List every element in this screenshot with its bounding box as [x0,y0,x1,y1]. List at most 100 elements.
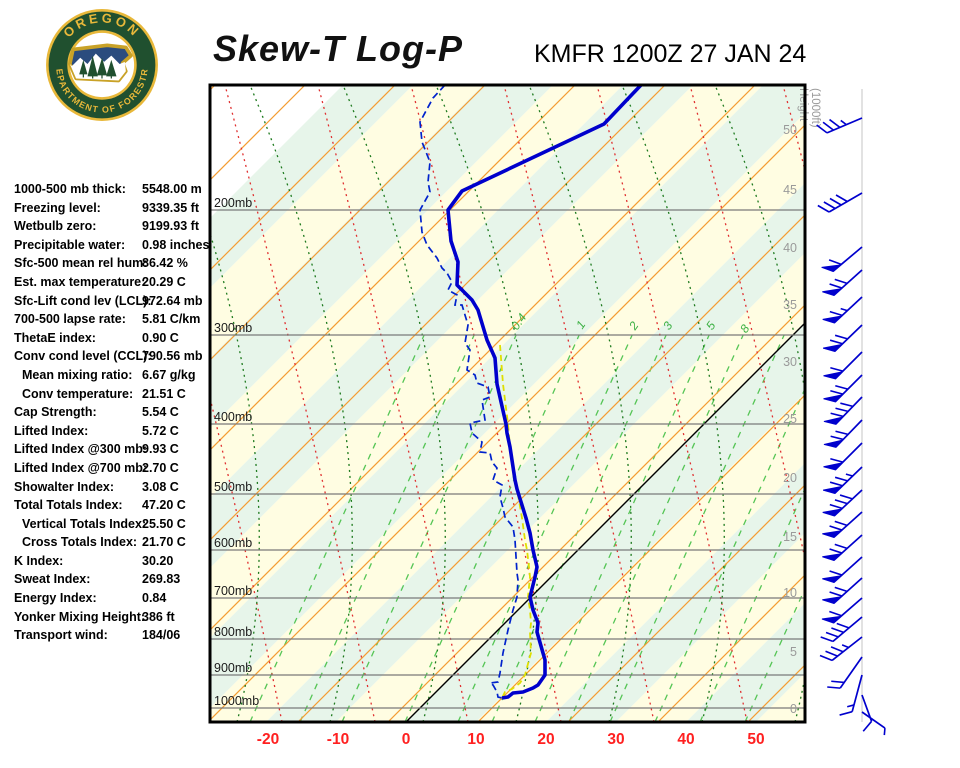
wind-barb [822,511,863,539]
isotherm-band [757,674,804,721]
pressure-label: 800mb [214,625,252,639]
sounding-indices-panel: 1000-500 mb thick: 5548.00 m Freezing leve… [0,182,209,647]
pressure-label: 700mb [214,584,252,598]
index-value: 3.08 C [142,479,179,494]
height-label: 5 [790,645,797,659]
index-label: Yonker Mixing Height: [14,609,146,624]
wind-barb [821,597,863,624]
index-label: Cap Strength: [14,405,97,420]
index-value: 386 ft [142,609,175,624]
isotherm-band [617,534,804,721]
index-label: Mean mixing ratio: [22,367,133,382]
mixing-ratio-line [341,334,517,721]
wind-barb [822,489,863,517]
pressure-label: 600mb [214,536,252,550]
index-value: 972.64 mb [142,293,203,308]
index-label: Energy Index: [14,591,97,606]
index-value: 5.72 C [142,423,179,438]
index-row: 700-500 lapse rate: 5.81 C/km [0,312,208,331]
wind-barb [823,374,863,403]
index-label: Precipitable water: [14,237,126,252]
index-value: 21.70 C [142,535,186,550]
pressure-label: 200mb [214,196,252,210]
index-label: Lifted Index @300 mb: [14,442,148,457]
orange-isopleth [211,86,485,360]
isotherm-band [547,464,804,721]
index-label: Sweat Index: [14,572,91,587]
wind-barb [822,466,863,495]
wind-barb [827,656,863,689]
dewpoint-trace [419,86,519,699]
index-value: 25.50 C [142,516,186,531]
index-label: Wetbulb zero: [14,219,97,234]
wind-barb [823,396,863,425]
wind-barb [839,674,863,716]
temp-axis-label: 30 [607,731,624,748]
index-value: 0.84 [142,591,167,606]
index-value: 0.90 C [142,330,179,345]
isotherm-band [267,184,804,721]
index-label: Sfc-500 mean rel hum: [14,256,148,271]
pressure-label: 400mb [214,410,252,424]
index-label: K Index: [14,553,64,568]
wind-barb [819,636,863,662]
plot-area [211,86,804,721]
temp-axis-label: 50 [747,731,764,748]
index-row: Vertical Totals Index: 25.50 C [0,517,208,536]
index-row: Sfc-500 mean rel hum: 86.42 % [0,256,208,275]
index-label: Sfc-Lift cond lev (LCL): [14,293,152,308]
isotherm-band [337,254,804,721]
wetbulb-trace [499,344,532,699]
index-value: 21.51 C [142,386,186,401]
orange-isopleth [388,305,804,721]
index-label: Conv temperature: [22,386,134,401]
index-label: Cross Totals Index: [22,535,138,550]
orange-isopleth [211,86,665,540]
orange-isopleth [211,86,755,630]
zero-isotherm-line [406,323,804,721]
temp-axis-label: 40 [677,731,694,748]
index-row: Lifted Index @700 mb: 2.70 C [0,461,208,480]
index-row: Wetbulb zero: 9199.93 ft [0,219,208,238]
temp-axis-label: 20 [537,731,554,748]
wind-barb [822,577,863,605]
index-row: Energy Index: 0.84 [0,591,208,610]
index-row: Yonker Mixing Height: 386 ft [0,610,208,629]
index-value: 5548.00 m [142,182,202,196]
index-label: Transport wind: [14,628,108,643]
height-label: 25 [783,412,797,426]
index-row: Precipitable water: 0.98 inches [0,237,209,257]
dry-adiabat [689,86,804,558]
logo-oregon-emblem [68,43,133,83]
wind-barb [822,324,863,353]
index-value: 47.20 C [142,498,186,513]
index-row: Showalter Index: 3.08 C [0,480,208,499]
mixing-ratio-line [568,334,744,721]
wind-barb [822,534,863,562]
odf-logo: OREGON DEPARTMENT OF FORESTRY [45,8,158,121]
index-value: 790.56 mb [142,349,203,364]
page-title: Skew-T Log-P [213,28,464,69]
wind-barb [823,351,863,380]
wind-barb [823,442,863,471]
index-row: Conv cond level (CCL): 790.56 mb [0,349,208,368]
pressure-label: 300mb [214,321,252,335]
height-label: 45 [783,183,797,197]
index-value: 6.67 g/kg [142,367,196,382]
wind-barb [816,117,863,134]
index-label: Freezing level: [14,200,101,215]
orange-isopleth [568,485,804,721]
mixing-ratio-line [249,334,425,721]
height-label: 50 [783,123,797,137]
index-value: 9339.35 ft [142,200,199,215]
index-value: 5.81 C/km [142,312,201,327]
index-label: Est. max temperature: [14,274,146,289]
height-label: 20 [783,471,797,485]
mixing-ratio-line [457,334,633,721]
index-label: Vertical Totals Index: [22,516,147,531]
orange-isopleth [211,125,804,720]
index-label: ThetaE index: [14,330,96,345]
mixing-ratio-line [609,334,785,721]
